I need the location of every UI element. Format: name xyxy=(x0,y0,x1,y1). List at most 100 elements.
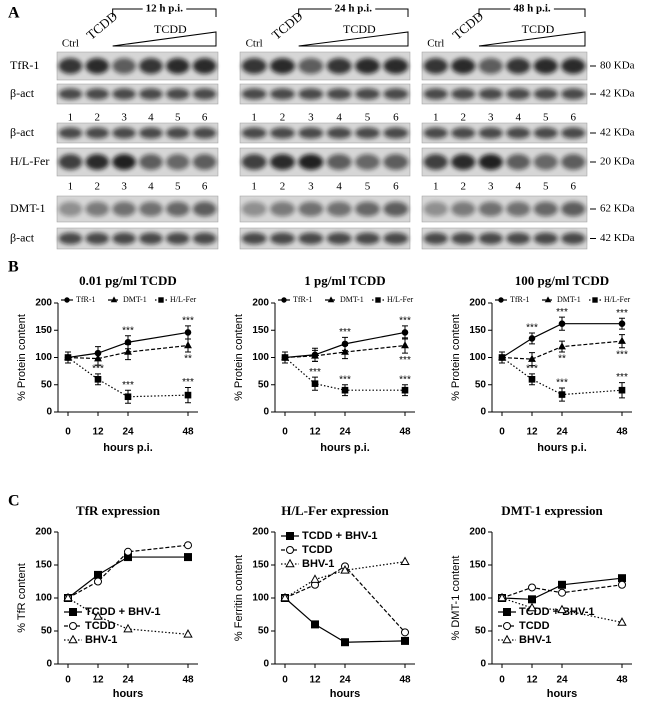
dose-wedge xyxy=(112,31,217,47)
x-tick-label: 48 xyxy=(182,675,194,686)
x-tick-label: 48 xyxy=(399,427,411,438)
blot-band xyxy=(383,58,409,74)
blot-band xyxy=(533,127,558,139)
blot-band xyxy=(85,232,110,245)
blot-band xyxy=(478,201,503,217)
significance: *** xyxy=(399,374,411,385)
dose-label: TCDD xyxy=(343,22,376,36)
lane-number: 4 xyxy=(148,181,154,193)
significance: *** xyxy=(339,374,351,385)
marker xyxy=(184,391,192,399)
marker xyxy=(527,602,537,612)
blot-band xyxy=(383,201,409,217)
blot-band xyxy=(270,232,295,245)
marker xyxy=(503,622,511,630)
lane-number: 1 xyxy=(433,181,439,193)
marker xyxy=(401,329,409,336)
marker xyxy=(110,296,118,303)
blot-band xyxy=(478,88,503,100)
series-line xyxy=(67,344,189,360)
significance: ** xyxy=(558,354,566,365)
dose-label: TCDD xyxy=(154,22,187,36)
marker xyxy=(286,546,294,554)
blot-band xyxy=(165,127,190,139)
lane-header: TCDD xyxy=(449,8,486,42)
blot-band xyxy=(298,201,324,217)
lane-number: 5 xyxy=(365,112,371,124)
legend-label: TCDD + BHV-1 xyxy=(85,606,161,618)
blot-membrane xyxy=(239,51,411,81)
legend-label: H/L-Fer xyxy=(604,295,631,304)
y-tick-label: 0 xyxy=(263,407,269,418)
marker xyxy=(94,354,102,362)
blot-band xyxy=(506,154,531,170)
blot-band xyxy=(85,88,110,100)
blot-band xyxy=(270,127,295,139)
y-tick-label: 200 xyxy=(469,298,486,309)
y-axis-label: % Protein content xyxy=(450,314,462,401)
size-label: 80 KDa xyxy=(600,60,635,72)
chart: H/L-Fer expression 0 50 100 150 200 0 12 24 48 hou… xyxy=(233,503,415,700)
blot-band xyxy=(85,154,110,170)
blot-band xyxy=(139,232,163,245)
marker xyxy=(285,558,295,568)
blot-band xyxy=(355,201,380,217)
blot-band xyxy=(298,232,324,245)
marker xyxy=(558,320,566,328)
chart: 100 pg/ml TCDD 0 50 100 150 200 0 12 24 48 hours p… xyxy=(450,273,632,454)
lane-number: 3 xyxy=(121,181,127,193)
lane-header: Ctrl xyxy=(246,38,263,50)
marker xyxy=(617,617,627,626)
blot-band xyxy=(561,58,586,74)
y-tick-label: 150 xyxy=(35,325,52,336)
marker xyxy=(498,354,506,361)
lane-number: 4 xyxy=(516,181,522,193)
marker xyxy=(280,592,290,602)
blot-band xyxy=(355,232,380,245)
blot-membrane xyxy=(421,147,588,177)
legend-label: DMT-1 xyxy=(123,295,147,304)
blot-band xyxy=(192,232,217,245)
y-tick-label: 150 xyxy=(252,560,269,571)
size-label: 20 KDa xyxy=(600,156,635,168)
lane-number: 4 xyxy=(336,112,342,124)
blot-band xyxy=(383,232,409,245)
series-line xyxy=(501,323,622,359)
marker xyxy=(558,342,566,350)
marker xyxy=(94,376,102,383)
blot-band xyxy=(58,88,83,100)
marker xyxy=(618,336,626,344)
lane-number: 1 xyxy=(251,112,257,124)
lane-number: 1 xyxy=(68,181,74,193)
x-tick-label: 12 xyxy=(526,427,538,438)
panel-label: A xyxy=(8,5,20,22)
x-tick-label: 0 xyxy=(65,675,71,686)
marker xyxy=(528,376,536,383)
x-axis-label: hours xyxy=(547,688,578,700)
blot-band xyxy=(139,58,163,74)
blot-band xyxy=(451,58,476,74)
legend-label: TCDD xyxy=(519,620,550,632)
blot-band xyxy=(478,127,503,139)
blot-band xyxy=(478,58,503,74)
marker xyxy=(124,347,132,355)
y-axis-label: % Protein content xyxy=(16,314,28,401)
blot-band xyxy=(506,58,531,74)
chart-title: TfR expression xyxy=(76,503,161,518)
series-line xyxy=(67,556,188,599)
significance: *** xyxy=(182,377,194,388)
y-tick-label: 100 xyxy=(35,593,52,604)
blot-band xyxy=(112,232,136,245)
blot-band xyxy=(326,232,352,245)
size-label: 42 KDa xyxy=(600,232,635,244)
blot-band xyxy=(355,58,380,74)
blot-band xyxy=(355,88,380,100)
blot-band xyxy=(478,154,503,170)
series-line xyxy=(284,597,406,643)
time-label: 12 h p.i. xyxy=(146,3,184,15)
marker xyxy=(311,351,319,359)
y-axis-label: % DMT-1 content xyxy=(450,556,462,641)
marker xyxy=(281,297,287,303)
blot-band xyxy=(241,88,267,100)
